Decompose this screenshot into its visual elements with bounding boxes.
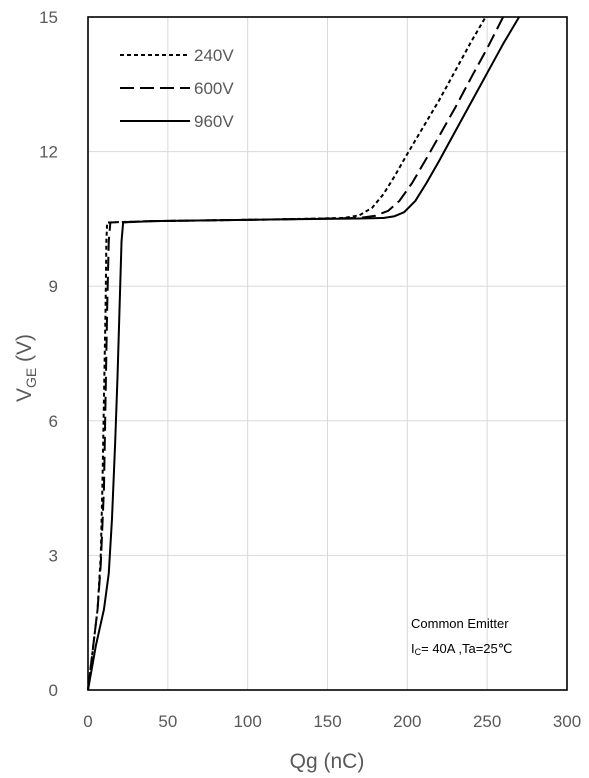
annotation-line-1: Common Emitter xyxy=(411,616,509,631)
annotation-line-2: IC= 40A ,Ta=25℃ xyxy=(411,641,512,657)
y-axis-title-unit: (V) xyxy=(13,334,36,368)
legend-label: 960V xyxy=(194,112,234,131)
tick-labels: 0 50 100 150 200 250 300 0 3 6 9 12 15 xyxy=(39,8,581,731)
annotation-current-subscript: C xyxy=(415,647,422,657)
y-tick-label: 6 xyxy=(49,412,58,431)
y-tick-label: 9 xyxy=(49,277,58,296)
y-axis-title-subscript: GE xyxy=(23,368,39,388)
y-tick-label: 0 xyxy=(49,681,58,700)
legend-label: 240V xyxy=(194,46,234,65)
x-axis-title: Qg (nC) xyxy=(290,750,365,773)
y-axis-title-main: V xyxy=(13,388,36,402)
series-line-960v xyxy=(87,16,520,691)
series-lines xyxy=(87,16,520,691)
x-tick-label: 200 xyxy=(393,712,421,731)
annotation-current-symbol: I xyxy=(411,641,415,656)
x-tick-label: 300 xyxy=(553,712,581,731)
x-tick-label: 0 xyxy=(83,712,92,731)
annotation-condition: = 40A ,Ta=25℃ xyxy=(421,641,512,656)
y-tick-label: 12 xyxy=(39,143,58,162)
legend: 240V 600V 960V xyxy=(120,46,234,131)
plot-frame xyxy=(87,16,568,691)
x-tick-label: 150 xyxy=(313,712,341,731)
grid-lines xyxy=(88,17,567,690)
x-tick-label: 100 xyxy=(233,712,261,731)
series-line-600v xyxy=(87,16,505,691)
series-line-240v xyxy=(87,16,487,691)
y-tick-label: 3 xyxy=(49,546,58,565)
x-tick-label: 50 xyxy=(158,712,177,731)
test-condition-annotation: Common Emitter IC= 40A ,Ta=25℃ xyxy=(411,616,512,657)
y-axis-title: VGE (V) xyxy=(13,334,39,402)
y-tick-label: 15 xyxy=(39,8,58,27)
legend-label: 600V xyxy=(194,79,234,98)
x-tick-label: 250 xyxy=(473,712,501,731)
